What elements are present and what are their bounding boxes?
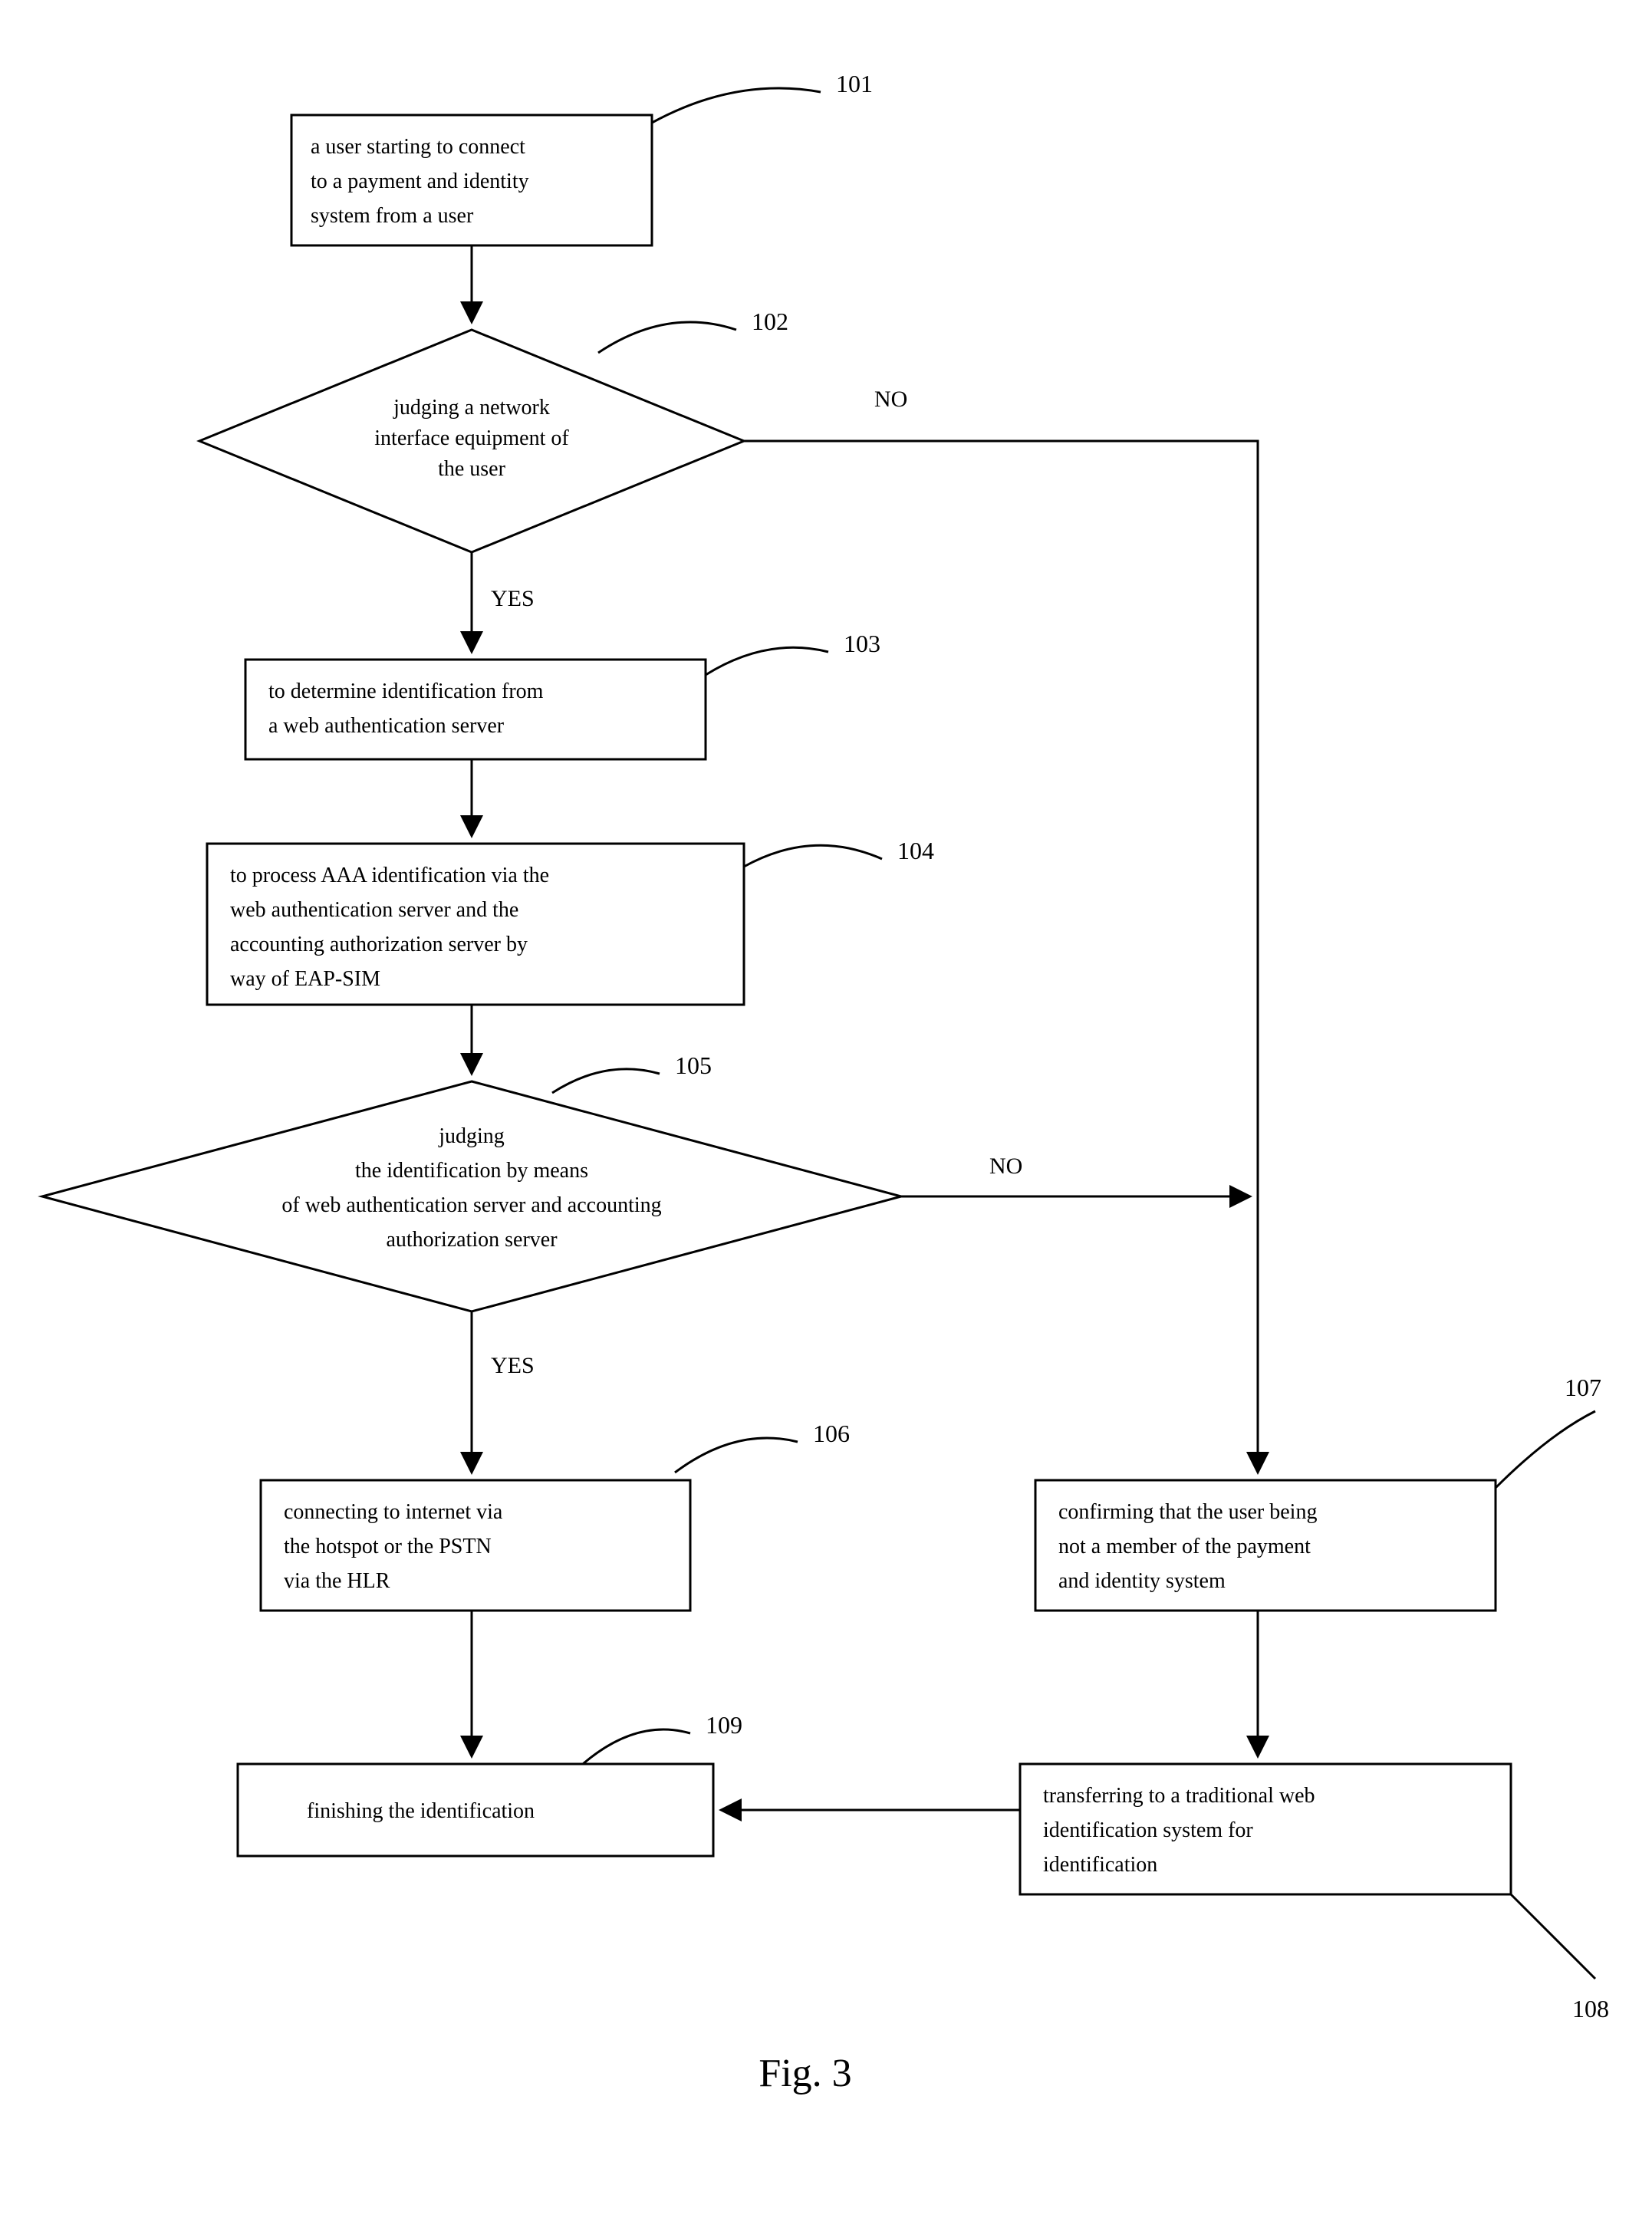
node-101-line0: a user starting to connect bbox=[311, 135, 525, 159]
edge-105-no-label: NO bbox=[989, 1153, 1022, 1179]
label-104: 104 bbox=[897, 837, 934, 864]
node-104: to process AAA identification via the we… bbox=[207, 844, 744, 1005]
node-102-line1: interface equipment of bbox=[374, 426, 569, 450]
node-103-line1: a web authentication server bbox=[268, 714, 505, 738]
label-103: 103 bbox=[844, 630, 880, 657]
node-107-line1: not a member of the payment bbox=[1058, 1535, 1311, 1558]
node-105-line2: of web authentication server and account… bbox=[281, 1193, 661, 1217]
node-106: connecting to internet via the hotspot o… bbox=[261, 1480, 690, 1611]
node-108-line1: identification system for bbox=[1043, 1818, 1253, 1842]
callout-108 bbox=[1511, 1894, 1595, 1979]
label-107: 107 bbox=[1565, 1374, 1601, 1401]
label-105: 105 bbox=[675, 1051, 712, 1079]
node-105-line1: the identification by means bbox=[355, 1159, 588, 1183]
node-104-line3: way of EAP-SIM bbox=[230, 967, 380, 991]
callout-105 bbox=[552, 1069, 660, 1093]
label-108: 108 bbox=[1572, 1995, 1609, 2022]
node-104-line0: to process AAA identification via the bbox=[230, 864, 549, 887]
node-109-line0: finishing the identification bbox=[307, 1799, 535, 1823]
node-101-line1: to a payment and identity bbox=[311, 169, 529, 193]
node-104-line2: accounting authorization server by bbox=[230, 933, 528, 956]
node-102: judging a network interface equipment of… bbox=[199, 330, 744, 552]
edge-102-107 bbox=[744, 441, 1258, 1473]
node-104-line1: web authentication server and the bbox=[230, 898, 518, 922]
callout-107 bbox=[1496, 1411, 1595, 1488]
node-108: transferring to a traditional web identi… bbox=[1020, 1764, 1511, 1894]
edge-105-yes-label: YES bbox=[491, 1353, 535, 1378]
node-109: finishing the identification bbox=[238, 1764, 713, 1856]
label-102: 102 bbox=[752, 308, 788, 335]
node-103-line0: to determine identification from bbox=[268, 680, 544, 703]
node-102-line2: the user bbox=[438, 457, 506, 481]
callout-106 bbox=[675, 1438, 798, 1473]
callout-103 bbox=[706, 647, 828, 675]
node-105-line3: authorization server bbox=[386, 1228, 558, 1252]
node-106-line2: via the HLR bbox=[284, 1569, 390, 1593]
node-101: a user starting to connect to a payment … bbox=[291, 115, 652, 245]
node-105: judging the identification by means of w… bbox=[42, 1081, 901, 1311]
figure-caption: Fig. 3 bbox=[759, 2052, 851, 2095]
node-105-line0: judging bbox=[438, 1124, 505, 1148]
node-102-line0: judging a network bbox=[393, 396, 550, 420]
node-103: to determine identification from a web a… bbox=[245, 660, 706, 759]
node-107-line2: and identity system bbox=[1058, 1569, 1226, 1593]
callout-101 bbox=[652, 88, 821, 123]
edge-102-yes-label: YES bbox=[491, 586, 535, 611]
label-109: 109 bbox=[706, 1711, 742, 1739]
node-106-line1: the hotspot or the PSTN bbox=[284, 1535, 492, 1558]
node-108-line2: identification bbox=[1043, 1853, 1157, 1877]
node-107: confirming that the user being not a mem… bbox=[1035, 1480, 1496, 1611]
node-106-line0: connecting to internet via bbox=[284, 1500, 503, 1524]
node-107-line0: confirming that the user being bbox=[1058, 1500, 1317, 1524]
node-101-line2: system from a user bbox=[311, 204, 474, 228]
label-106: 106 bbox=[813, 1420, 850, 1447]
edge-102-no-label: NO bbox=[874, 387, 907, 412]
callout-102 bbox=[598, 322, 736, 353]
callout-109 bbox=[583, 1729, 690, 1764]
callout-104 bbox=[744, 845, 882, 867]
label-101: 101 bbox=[836, 70, 873, 97]
node-108-line0: transferring to a traditional web bbox=[1043, 1784, 1315, 1808]
